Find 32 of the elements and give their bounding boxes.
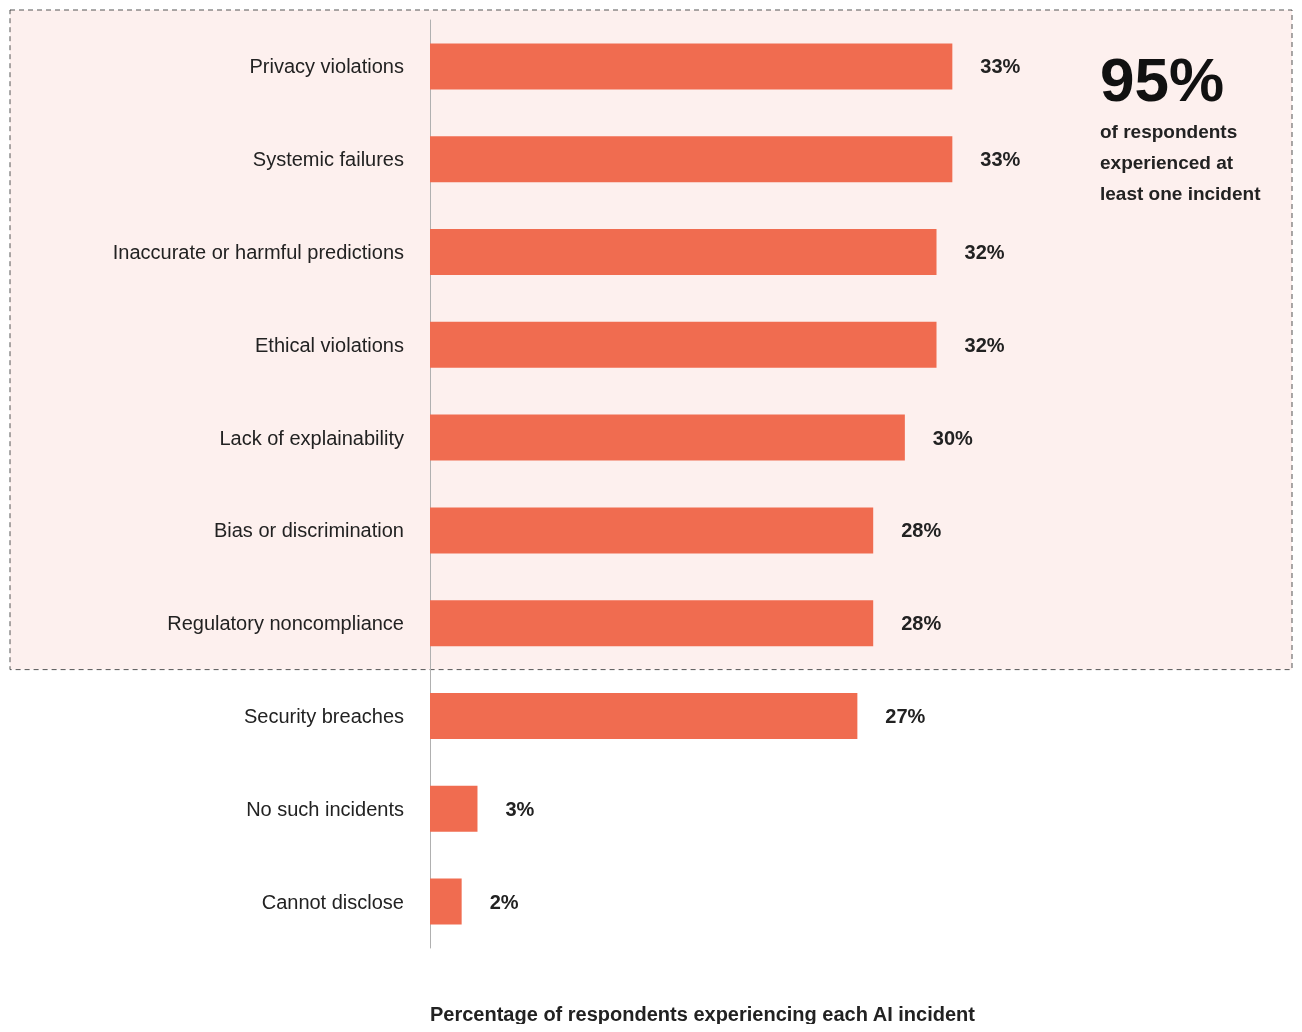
data-label: 33% [980, 148, 1021, 171]
bar [430, 507, 874, 554]
data-label: 30% [932, 426, 974, 449]
bar [430, 785, 478, 832]
y-tick-label: Security breaches [243, 705, 404, 727]
y-tick-label: Regulatory noncompliance [167, 612, 404, 635]
text: 95% [1100, 44, 1225, 114]
y-tick-label: Inaccurate or harmful predictions [112, 241, 404, 263]
y-tick-label: No such incidents [246, 797, 404, 820]
bar [430, 229, 937, 275]
y-tick-label: Bias or discrimination [213, 519, 404, 542]
text: of respondents experienced at least one incident [1100, 121, 1262, 204]
data-label: 33% [980, 55, 1021, 78]
bar [430, 136, 953, 183]
data-label: 28% [901, 519, 942, 542]
y-tick-label: Privacy violations [249, 55, 404, 78]
bar [430, 878, 462, 925]
data-label: 3% [505, 797, 535, 820]
bar [430, 600, 874, 647]
data-label: 32% [964, 241, 1005, 263]
y-tick-label: Cannot disclose [261, 890, 404, 913]
data-label: 28% [901, 612, 942, 635]
data-label: 27% [885, 705, 926, 727]
data-label: 32% [964, 333, 1005, 356]
y-tick-label: Lack of explainability [219, 426, 404, 449]
bar [430, 321, 937, 368]
bar [430, 43, 953, 90]
bar [430, 693, 858, 739]
bar [430, 414, 905, 461]
data-label: 2% [489, 890, 519, 913]
y-tick-label: Systemic failures [252, 148, 404, 171]
y-tick-label: Ethical violations [255, 333, 404, 356]
